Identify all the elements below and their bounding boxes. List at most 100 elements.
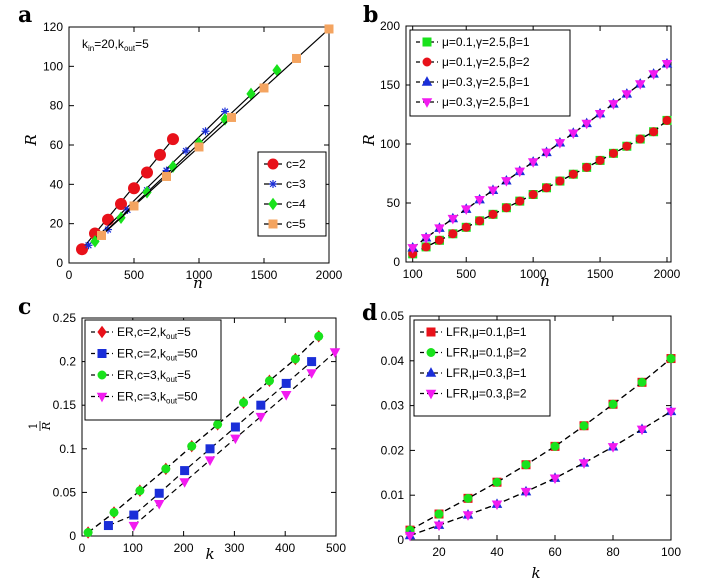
y-tick-label: 0 bbox=[393, 255, 400, 269]
legend-label: μ=0.1,γ=2.5,β=2 bbox=[442, 55, 530, 69]
y-label-numerator: 1 bbox=[27, 423, 40, 430]
y-tick-label: 0.02 bbox=[381, 443, 405, 457]
series-3 bbox=[83, 331, 324, 538]
x-tick-label: 1000 bbox=[186, 268, 213, 282]
data-point bbox=[324, 24, 334, 34]
data-point bbox=[662, 115, 672, 125]
data-point bbox=[314, 331, 324, 341]
data-point bbox=[154, 148, 166, 161]
y-tick-label: 0.03 bbox=[381, 399, 405, 413]
data-point bbox=[521, 460, 531, 470]
legend-label-part: =5 bbox=[177, 368, 191, 382]
data-point bbox=[129, 510, 139, 520]
y-axis-label: R bbox=[360, 134, 378, 146]
data-point bbox=[230, 434, 241, 445]
x-tick-label: 1000 bbox=[520, 267, 547, 281]
data-point bbox=[83, 528, 93, 538]
data-point bbox=[129, 201, 139, 211]
data-point bbox=[227, 112, 236, 122]
y-axis-label: R bbox=[22, 134, 40, 146]
subscript: in bbox=[88, 44, 94, 53]
y-label-denominator: R bbox=[40, 422, 53, 431]
data-point bbox=[434, 224, 445, 234]
x-tick-label: 2000 bbox=[316, 268, 343, 282]
legend-marker bbox=[422, 37, 432, 47]
data-point bbox=[474, 195, 485, 206]
x-tick-label: 100 bbox=[403, 267, 423, 281]
data-point bbox=[290, 354, 300, 364]
data-point bbox=[661, 60, 673, 70]
data-point bbox=[76, 243, 88, 256]
y-tick-label: 120 bbox=[43, 20, 63, 34]
data-point bbox=[665, 407, 677, 418]
x-tick-label: 0 bbox=[66, 268, 73, 282]
subscript: out bbox=[166, 397, 178, 406]
y-tick-label: 0.1 bbox=[59, 442, 76, 456]
data-point bbox=[527, 158, 539, 168]
star-stroke bbox=[202, 127, 209, 135]
panel-label: c bbox=[18, 294, 31, 320]
legend-marker bbox=[97, 370, 107, 380]
y-tick-label: 0.2 bbox=[59, 355, 76, 369]
y-tick-label: 200 bbox=[380, 19, 400, 33]
subscript: out bbox=[166, 354, 178, 363]
legend: μ=0.1,γ=2.5,β=1 μ=0.1,γ=2.5,β=2 μ=0.3,γ=2.… bbox=[409, 29, 571, 117]
series-4 bbox=[97, 24, 334, 240]
data-point bbox=[461, 222, 471, 232]
legend-marker bbox=[269, 180, 277, 188]
data-point bbox=[666, 354, 676, 364]
x-tick-label: 500 bbox=[124, 268, 144, 282]
data-point bbox=[153, 500, 165, 510]
data-point bbox=[182, 146, 190, 155]
data-point bbox=[581, 119, 592, 130]
data-point bbox=[637, 377, 647, 387]
data-point bbox=[307, 357, 317, 367]
data-point bbox=[128, 182, 140, 195]
data-point bbox=[102, 213, 114, 226]
y-tick-label: 100 bbox=[43, 59, 63, 73]
data-point bbox=[541, 148, 552, 159]
legend-marker bbox=[268, 219, 278, 229]
legend-label: LFR,μ=0.3,β=1 bbox=[446, 366, 527, 380]
x-tick-label: 500 bbox=[326, 541, 346, 555]
data-point bbox=[434, 509, 444, 519]
subscript: out bbox=[166, 375, 178, 384]
legend-label-part: =50 bbox=[177, 347, 198, 361]
y-tick-label: 0 bbox=[397, 533, 404, 547]
series-1 bbox=[76, 133, 179, 256]
data-point bbox=[256, 400, 266, 410]
y-tick-label: 0 bbox=[69, 529, 76, 543]
x-tick-label: 1500 bbox=[587, 267, 614, 281]
x-tick-label: 0 bbox=[79, 541, 86, 555]
legend-label-part: =50 bbox=[177, 390, 198, 404]
data-point bbox=[168, 160, 178, 173]
data-point bbox=[179, 478, 190, 488]
data-point bbox=[213, 419, 223, 429]
data-point bbox=[549, 474, 561, 485]
x-tick-label: 300 bbox=[224, 541, 244, 555]
data-point bbox=[205, 444, 215, 454]
x-axis-label: k bbox=[531, 564, 540, 582]
data-point bbox=[103, 521, 113, 531]
x-tick-label: 40 bbox=[490, 545, 504, 559]
series-2 bbox=[103, 357, 317, 531]
star-stroke bbox=[182, 147, 190, 155]
data-point bbox=[635, 134, 645, 144]
legend-marker bbox=[268, 197, 278, 211]
y-tick-label: 0 bbox=[56, 256, 63, 270]
star-stroke bbox=[85, 241, 92, 249]
legend-label-part: ER,c=3,k bbox=[117, 368, 167, 382]
subscript: out bbox=[124, 44, 136, 53]
legend-label: c=2 bbox=[286, 157, 306, 171]
data-point bbox=[634, 80, 646, 90]
legend-label: ER,c=3,kout=50 bbox=[117, 390, 198, 406]
y-tick-label: 50 bbox=[387, 196, 401, 210]
data-point bbox=[622, 141, 632, 151]
data-point bbox=[204, 456, 216, 466]
legend: ER,c=2,kout=5ER,c=2,kout=50ER,c=3,kout=5… bbox=[84, 319, 222, 421]
series-4 bbox=[407, 60, 673, 254]
data-point bbox=[520, 487, 532, 498]
data-point bbox=[515, 196, 525, 206]
